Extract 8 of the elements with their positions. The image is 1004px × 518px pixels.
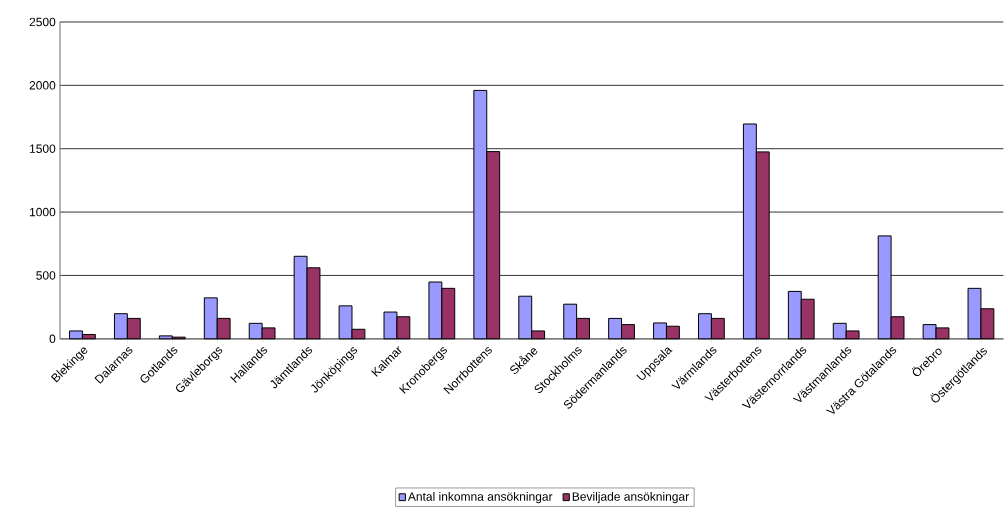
legend-label: Beviljade ansökningar: [572, 492, 689, 504]
y-tick-label: 1000: [30, 207, 56, 217]
y-tick-label: 0: [49, 334, 56, 344]
y-tick-label: 1500: [30, 144, 56, 154]
legend-label: Antal inkomna ansökningar: [407, 492, 553, 504]
y-tick-label: 2000: [29, 81, 56, 90]
y-tick-label: 500: [36, 271, 56, 280]
y-tick-label: 2500: [29, 17, 56, 27]
